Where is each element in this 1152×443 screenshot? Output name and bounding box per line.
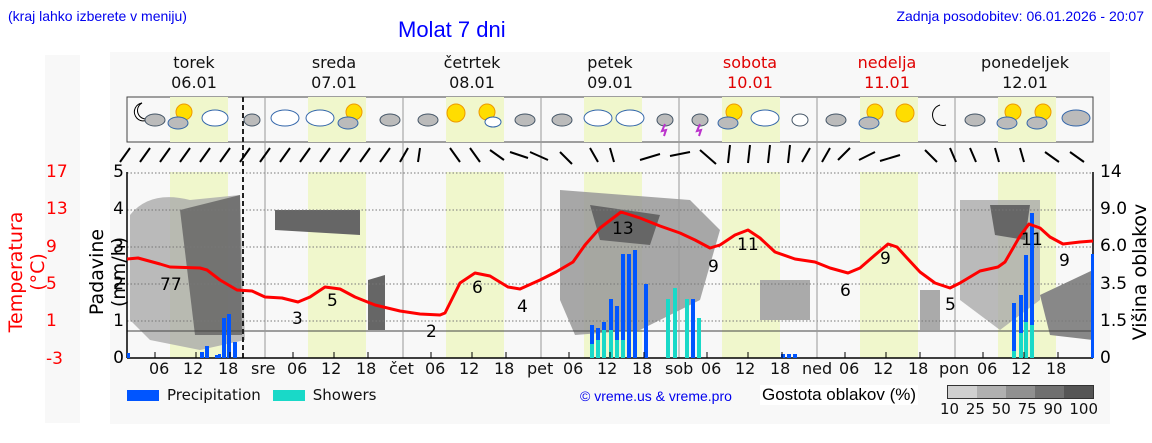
svg-text:13: 13: [612, 219, 634, 239]
svg-text:3: 3: [292, 309, 303, 329]
sun-cloud-icon: [478, 103, 502, 128]
sun-cloud-rain-icon: [167, 103, 193, 130]
location-hint-link[interactable]: (kraj lahko izberete v meniju): [8, 8, 187, 24]
last-update-text: Zadnja posodobitev: 06.01.2026 - 20:07: [896, 8, 1144, 24]
cloud-density-scale: [947, 385, 1094, 399]
svg-text:6: 6: [840, 281, 851, 301]
cloud-icon: [305, 109, 335, 127]
prec-tick: 2: [113, 274, 124, 294]
day-label-mon: ponedeljek 12.01: [981, 53, 1069, 92]
day-label-sun: nedelja 11.01: [857, 53, 917, 92]
sun-cloud-rain-icon: [996, 103, 1022, 130]
moon-cloud-icon: [133, 102, 166, 127]
svg-text:2: 2: [426, 322, 437, 342]
sun-cloud-icon: [717, 103, 743, 130]
cloud-density-label: Gostota oblakov (%): [760, 385, 919, 405]
cloud-tick: 6.0: [1100, 236, 1128, 256]
cloud-density-scale-labels: 10 25 50 75 90 100: [940, 400, 1099, 418]
temperature-annotations: 77 3 5 2 6 4 13 9 11 6 9 5 11 9: [160, 219, 1070, 342]
temp-tick: 1: [46, 311, 57, 331]
cloud-tick: 14: [1100, 162, 1122, 182]
prec-tick: 1: [113, 311, 124, 331]
svg-text:77: 77: [160, 275, 182, 295]
cloud-rain-icon: [583, 109, 613, 127]
temp-tick: 13: [46, 199, 68, 219]
sun-cloud-icon: [337, 103, 363, 130]
temp-tick: 17: [46, 162, 68, 182]
cloud-heavy-rain-icon: [615, 109, 645, 127]
moon-thunder-icon: [691, 113, 709, 137]
cloud-height-axis-label: Višina oblakov (km): [1129, 203, 1152, 341]
svg-text:9: 9: [1059, 251, 1070, 271]
precipitation-swatch: [127, 389, 159, 401]
day-label-fri: petek 09.01: [587, 53, 633, 92]
moon-icon: [932, 104, 947, 126]
chart-legend: Precipitation Showers: [127, 386, 376, 404]
prec-tick: 0: [113, 348, 124, 368]
cloud-rain-icon: [201, 109, 229, 127]
svg-text:9: 9: [880, 249, 891, 269]
sun-cloud-rain-icon: [1026, 103, 1052, 130]
moon-cloud-icon: [417, 113, 439, 127]
showers-legend-label: Showers: [312, 386, 377, 404]
moon-cloud-icon: [964, 113, 986, 127]
moon-cloud-rain-icon: [791, 113, 809, 127]
svg-text:5: 5: [945, 295, 956, 315]
svg-text:6: 6: [472, 278, 483, 298]
copyright-link[interactable]: © vreme.us & vreme.pro: [580, 388, 732, 404]
showers-swatch: [272, 389, 305, 401]
precipitation-legend-label: Precipitation: [167, 386, 261, 404]
cloud-tick: 1.5: [1100, 311, 1128, 331]
x-axis-labels: 06 12 18 sre 06 12 18 čet 06 12 18 pet 0…: [149, 359, 1067, 378]
sun-icon: [895, 103, 915, 123]
cloud-icon: [270, 109, 300, 127]
moon-cloud-icon: [514, 113, 536, 127]
svg-text:4: 4: [517, 297, 528, 317]
svg-text:11: 11: [1021, 230, 1043, 250]
wind-barbs: [119, 144, 1085, 165]
showers-bars: [590, 288, 1034, 358]
moon-thunder-icon: [656, 113, 674, 137]
day-label-tue: torek 06.01: [171, 53, 217, 92]
temperature-line: [126, 210, 1094, 317]
prec-tick: 5: [113, 162, 124, 182]
day-label-wed: sreda 07.01: [311, 53, 357, 92]
weather-icons: [133, 102, 1091, 137]
day-label-thu: četrtek 08.01: [443, 53, 501, 92]
cloud-rain-icon: [750, 109, 780, 127]
moon-cloud-icon: [379, 113, 401, 127]
svg-text:5: 5: [327, 291, 338, 311]
temp-tick: 5: [46, 274, 57, 294]
prec-tick: 4: [113, 199, 124, 219]
svg-text:11: 11: [737, 235, 759, 255]
prec-tick: 3: [113, 237, 124, 257]
temp-tick: -3: [46, 349, 63, 369]
cloud-tick: 0: [1100, 348, 1111, 368]
svg-text:9: 9: [708, 257, 719, 277]
moon-cloud-icon: [243, 113, 261, 127]
sun-icon: [446, 103, 466, 123]
sun-cloud-icon: [858, 103, 884, 130]
temp-tick: 9: [46, 237, 57, 257]
cloud-tick: 3.5: [1100, 274, 1128, 294]
cloud-rain-icon: [1061, 109, 1091, 127]
page-title: Molat 7 dni: [398, 17, 506, 42]
moon-cloud-icon: [825, 113, 847, 127]
temperature-axis-label: Temperatura (°C): [5, 211, 49, 333]
temp-axis-strip: [45, 55, 80, 423]
moon-cloud-icon: [551, 113, 573, 127]
cloud-tick: 9.0: [1100, 199, 1128, 219]
day-label-sat: sobota 10.01: [722, 53, 778, 92]
